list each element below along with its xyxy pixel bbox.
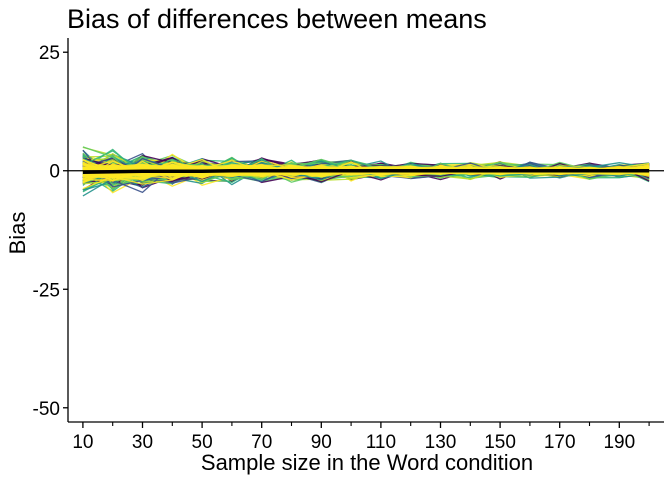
x-tick-label: 110 (366, 432, 396, 453)
chart-title: Bias of differences between means (67, 4, 487, 34)
mean-bias-line (82, 168, 650, 174)
x-tick-label: 130 (425, 432, 457, 453)
y-tick-label: 0 (49, 162, 60, 183)
y-axis-label: Bias (5, 212, 30, 255)
x-tick-label: 30 (132, 432, 153, 453)
x-tick-label: 50 (192, 432, 213, 453)
x-tick-label: 70 (251, 432, 272, 453)
x-axis-label: Sample size in the Word condition (201, 450, 533, 475)
y-tick-label: -50 (33, 399, 60, 420)
x-axis-ticks: 10 30 50 70 90 110 130 150 170 190 (72, 422, 650, 453)
x-tick-label: 170 (544, 432, 576, 453)
x-tick-label: 10 (72, 432, 93, 453)
x-tick-label: 150 (484, 432, 516, 453)
y-tick-label: -25 (33, 280, 60, 301)
y-tick-label: 25 (39, 43, 60, 64)
x-tick-label: 190 (603, 432, 635, 453)
x-tick-label: 90 (311, 432, 332, 453)
y-axis-ticks: 25 0 -25 -50 (33, 43, 68, 420)
